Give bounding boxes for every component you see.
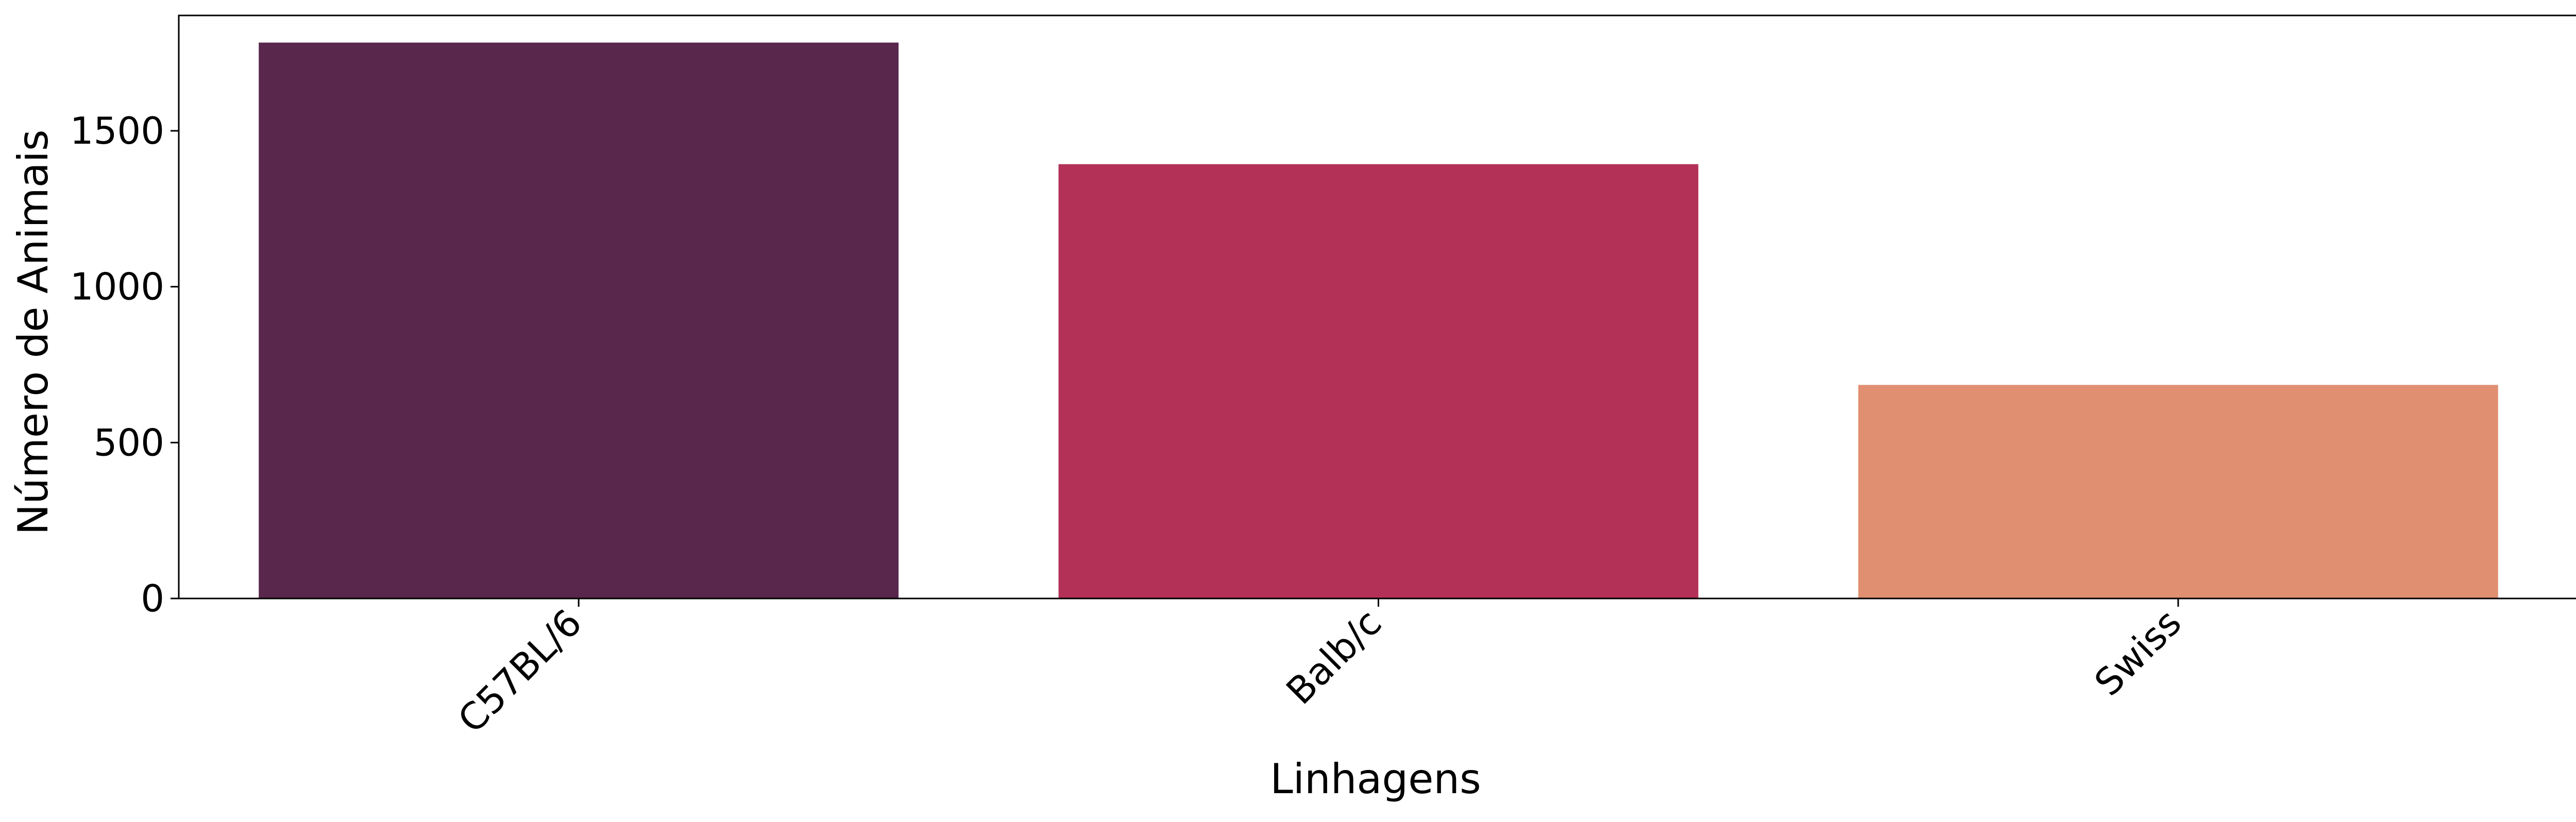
bars-layer — [259, 42, 2498, 598]
labels-layer: Linhagens Número de Animais — [9, 129, 1481, 803]
bar-c57bl-6 — [259, 42, 899, 598]
x-tick-label: Balb/c — [1278, 601, 1389, 713]
x-tick-label: C57BL/6 — [450, 601, 590, 742]
y-tick-label: 1500 — [70, 109, 164, 152]
x-axis-label: Linhagens — [1270, 755, 1481, 803]
y-axis-label: Número de Animais — [9, 129, 57, 535]
y-tick-label: 1000 — [70, 265, 164, 309]
y-tick-label: 0 — [141, 577, 164, 620]
bar-balb-c — [1058, 164, 1699, 598]
y-tick-label: 500 — [94, 421, 164, 464]
x-tick-label: Swiss — [2086, 601, 2190, 705]
bar-swiss — [1858, 385, 2498, 598]
